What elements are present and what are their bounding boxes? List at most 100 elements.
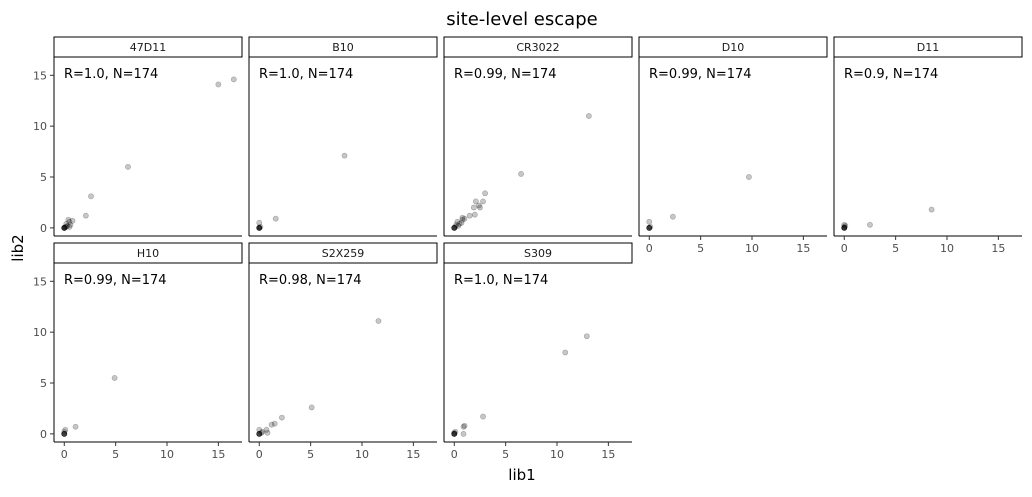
data-point xyxy=(256,430,263,437)
data-point xyxy=(646,224,653,231)
data-point xyxy=(477,204,483,211)
x-tick-label: 15 xyxy=(991,242,1005,255)
data-point xyxy=(451,224,458,231)
x-tick-label: 10 xyxy=(355,448,369,461)
data-point xyxy=(62,426,69,433)
data-point xyxy=(61,430,68,437)
data-point xyxy=(451,224,458,231)
facet-label: S309 xyxy=(524,247,552,260)
data-point xyxy=(258,429,265,436)
data-point xyxy=(62,223,69,230)
facet-strip xyxy=(638,36,828,58)
x-tick-label: 5 xyxy=(697,242,704,255)
facet-panel: 47D11 0 5 10 15 R=1.0, N=174 xyxy=(33,36,243,237)
data-point xyxy=(451,430,458,437)
correlation-annotation: R=0.9, N=174 xyxy=(844,67,938,82)
data-point xyxy=(256,219,263,226)
data-point xyxy=(451,224,458,231)
data-point xyxy=(63,220,70,227)
chart-title: site-level escape xyxy=(446,9,597,30)
x-tick-label: 15 xyxy=(406,448,420,461)
data-point xyxy=(451,430,458,437)
facet-panel: S2X259 0 5 10 15 R=0.98, N=174 xyxy=(248,242,438,461)
data-point xyxy=(458,219,465,226)
data-point xyxy=(867,221,873,228)
data-point xyxy=(453,221,460,228)
facet-label: CR3022 xyxy=(516,41,559,54)
data-point xyxy=(646,224,653,231)
correlation-annotation: R=1.0, N=174 xyxy=(259,67,353,82)
data-point xyxy=(67,221,74,228)
data-point xyxy=(746,174,752,180)
data-point xyxy=(63,223,70,230)
facet-label: D11 xyxy=(917,41,939,54)
x-tick-label: 0 xyxy=(646,242,653,255)
data-point xyxy=(61,224,68,231)
data-point xyxy=(841,223,848,230)
x-tick-label: 15 xyxy=(601,448,615,461)
facet-strip xyxy=(443,242,633,264)
data-point xyxy=(256,426,263,433)
data-point xyxy=(61,224,68,231)
data-point xyxy=(928,206,935,213)
data-point xyxy=(460,430,467,437)
facet-strip xyxy=(248,242,438,264)
data-point xyxy=(842,222,849,229)
data-point xyxy=(459,216,466,223)
data-point xyxy=(841,221,848,228)
y-axis-title: lib2 xyxy=(9,234,27,261)
data-point xyxy=(259,428,266,435)
data-point xyxy=(256,224,263,231)
facet-label: B10 xyxy=(332,41,354,54)
data-point xyxy=(459,214,466,221)
facet-label: S2X259 xyxy=(322,247,365,260)
data-point xyxy=(670,213,676,220)
y-tick-label: 10 xyxy=(33,120,47,133)
facet-label: H10 xyxy=(137,247,159,260)
facet-panels: 47D11 0 5 10 15 R=1.0, N=174 B10 R=1.0, N=174 CR… xyxy=(33,36,1023,461)
y-tick-label: 0 xyxy=(40,222,47,235)
data-point xyxy=(66,223,73,230)
data-point xyxy=(61,224,68,231)
data-point xyxy=(647,223,654,230)
correlation-annotation: R=0.98, N=174 xyxy=(259,273,362,288)
x-tick-label: 5 xyxy=(112,448,119,461)
data-point xyxy=(841,224,848,231)
facet-strip xyxy=(53,242,243,264)
data-point xyxy=(646,218,653,225)
data-point xyxy=(215,81,222,88)
data-point xyxy=(61,224,68,231)
data-point xyxy=(841,224,848,231)
data-point xyxy=(470,204,477,211)
x-tick-label: 10 xyxy=(550,448,564,461)
data-point xyxy=(61,430,68,437)
data-point xyxy=(451,430,458,437)
data-point xyxy=(456,220,463,227)
correlation-annotation: R=1.0, N=174 xyxy=(454,273,548,288)
data-point xyxy=(271,420,278,427)
data-point xyxy=(476,202,482,209)
facet-strip xyxy=(443,36,633,58)
data-point xyxy=(461,422,468,429)
x-tick-label: 10 xyxy=(940,242,954,255)
x-tick-label: 5 xyxy=(307,448,314,461)
x-tick-label: 0 xyxy=(841,242,848,255)
data-point xyxy=(646,224,653,231)
data-point xyxy=(256,430,263,437)
data-point xyxy=(480,198,486,205)
data-point xyxy=(480,413,486,420)
data-point xyxy=(256,224,263,231)
x-tick-label: 10 xyxy=(160,448,174,461)
data-point xyxy=(61,430,68,437)
correlation-annotation: R=1.0, N=174 xyxy=(64,67,158,82)
y-tick-label: 10 xyxy=(33,326,47,339)
data-point xyxy=(841,224,848,231)
data-point xyxy=(272,215,279,222)
x-axis-title: lib1 xyxy=(508,466,535,484)
data-point xyxy=(375,318,382,324)
x-tick-label: 10 xyxy=(745,242,759,255)
correlation-annotation: R=0.99, N=174 xyxy=(64,273,167,288)
data-point xyxy=(66,218,73,225)
